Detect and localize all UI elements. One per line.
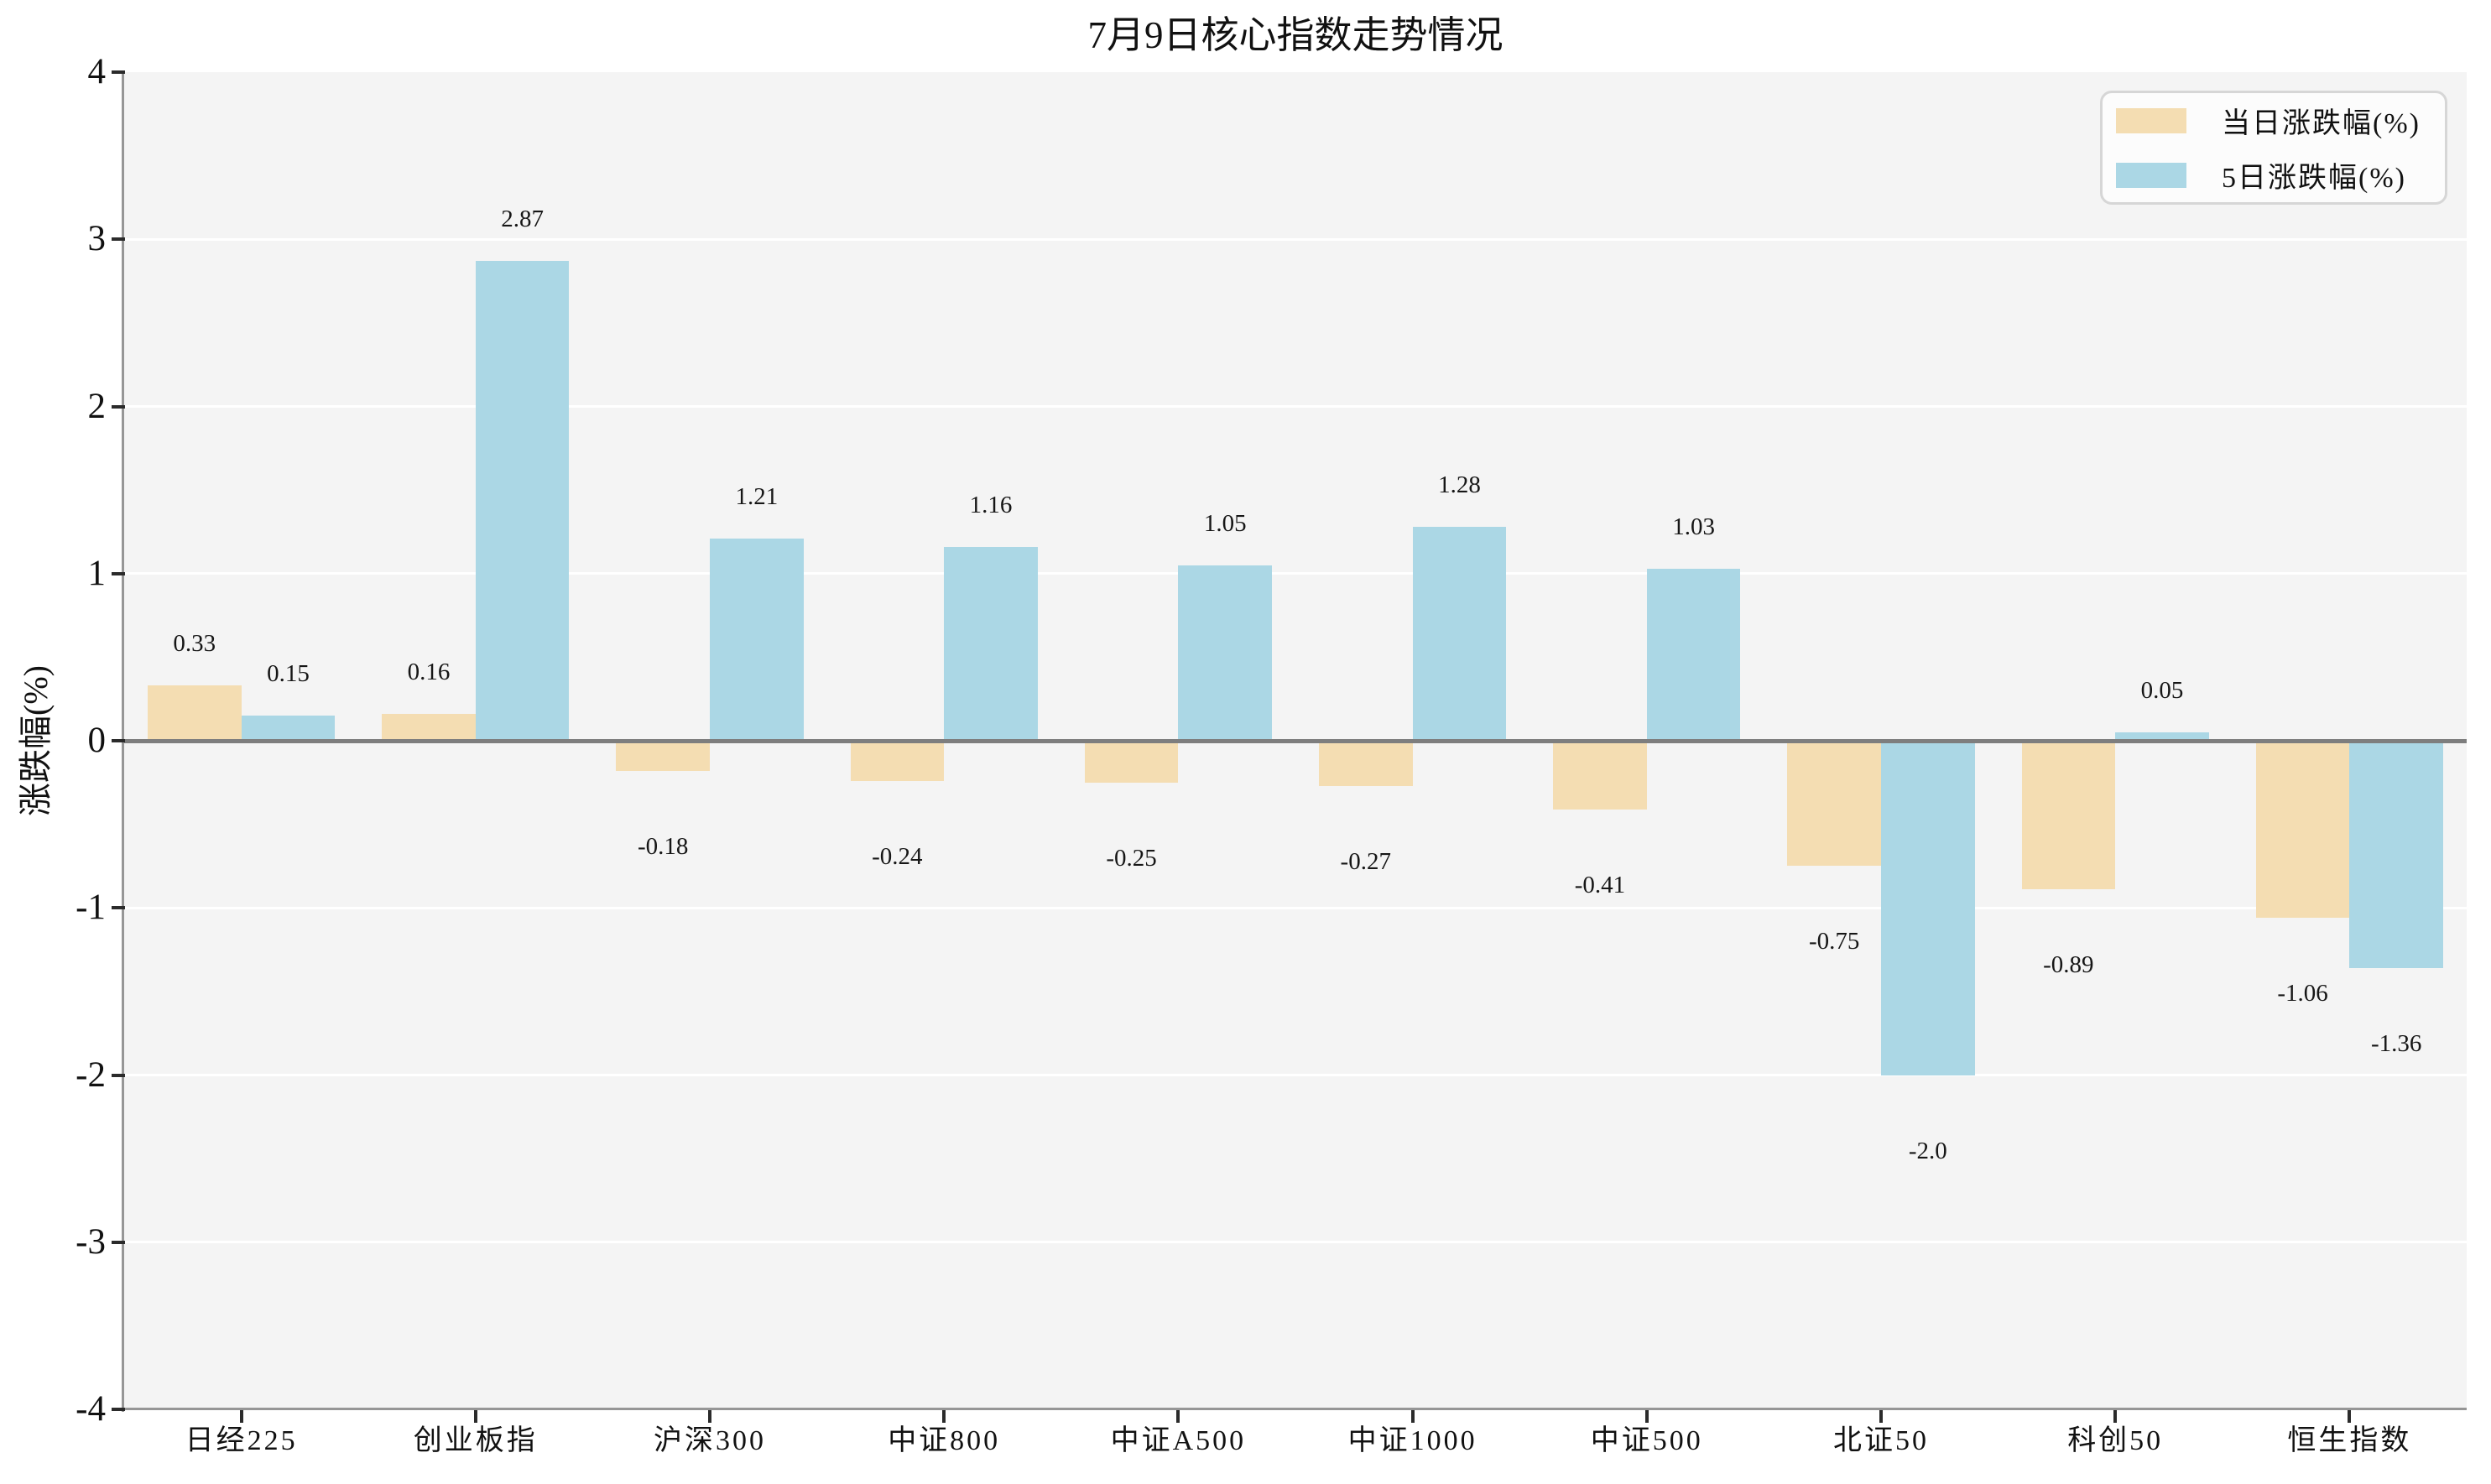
y-tick-label: -1 — [76, 888, 106, 928]
bar-daily — [616, 741, 710, 771]
zero-line — [124, 738, 2467, 743]
y-tick-label: 4 — [87, 52, 107, 91]
bar-value-label: -0.24 — [872, 842, 923, 870]
y-tick-label: -4 — [76, 1389, 106, 1429]
gridline — [124, 906, 2467, 909]
x-tick — [1176, 1410, 1180, 1423]
x-tick — [942, 1410, 946, 1423]
bar-value-label: 0.16 — [407, 659, 451, 686]
bar-value-label: -0.25 — [1106, 844, 1157, 872]
bar-value-label: -0.18 — [637, 832, 689, 860]
x-tick — [2348, 1410, 2352, 1423]
gridline — [124, 1241, 2467, 1244]
x-tick — [473, 1410, 477, 1423]
y-tick — [112, 571, 125, 575]
y-tick-label: -2 — [76, 1054, 106, 1095]
x-tick — [2113, 1410, 2118, 1423]
bar-5day — [1178, 565, 1273, 741]
legend-label: 5日涨跌幅(%) — [2222, 163, 2406, 194]
y-tick — [112, 1240, 125, 1244]
bar-value-label: -0.89 — [2043, 951, 2094, 979]
x-tick-label: 创业板指 — [413, 1425, 538, 1456]
gridline — [124, 1074, 2467, 1076]
legend-swatch — [2116, 107, 2186, 133]
y-tick — [112, 1073, 125, 1077]
bar-value-label: 0.33 — [173, 630, 216, 658]
legend: 当日涨跌幅(%) 5日涨跌幅(%) — [2100, 91, 2447, 205]
legend-item: 当日涨跌幅(%) — [2116, 100, 2433, 141]
bar-5day — [241, 716, 336, 741]
bar-value-label: 1.16 — [969, 491, 1013, 518]
x-tick — [708, 1410, 711, 1423]
x-axis-spine — [122, 1408, 2467, 1410]
bar-value-label: 1.05 — [1203, 509, 1247, 537]
bar-5day — [2115, 732, 2209, 741]
bar-value-label: 1.03 — [1672, 513, 1715, 540]
x-tick — [1410, 1410, 1415, 1423]
bar-value-label: -0.41 — [1574, 871, 1626, 898]
x-tick-label: 北证50 — [1833, 1425, 1929, 1456]
x-tick — [1879, 1410, 1883, 1423]
bar-daily — [1553, 741, 1647, 810]
x-tick-label: 恒生指数 — [2287, 1425, 2412, 1456]
gridline — [124, 237, 2467, 241]
plot-area: 0.33 0.16 -0.18 -0.24 -0.25 -0.27 -0.41 -0.75 -0… — [124, 72, 2467, 1409]
x-tick-label: 中证800 — [888, 1425, 1001, 1456]
gridline — [124, 572, 2467, 575]
bar-5day — [2349, 741, 2444, 968]
bar-daily — [1318, 741, 1413, 786]
bar-daily — [382, 714, 476, 741]
bar-5day — [1646, 568, 1741, 741]
bar-value-label: 2.87 — [501, 206, 544, 233]
bar-value-label: 1.21 — [735, 482, 779, 510]
bar-daily — [147, 685, 242, 741]
x-tick-label: 中证1000 — [1347, 1425, 1477, 1456]
bar-5day — [944, 546, 1038, 741]
legend-swatch — [2116, 162, 2186, 188]
y-tick-label: -3 — [76, 1221, 106, 1262]
bar-value-label: 0.15 — [267, 660, 310, 688]
x-tick-label: 中证A500 — [1110, 1425, 1247, 1456]
x-tick — [239, 1410, 243, 1423]
x-tick-label: 日经225 — [185, 1425, 298, 1456]
x-tick-label: 沪深300 — [654, 1425, 766, 1456]
y-tick — [112, 237, 125, 242]
bar-5day — [710, 538, 804, 741]
bar-value-label: -1.06 — [2277, 980, 2328, 1008]
bar-daily — [2021, 741, 2116, 890]
y-tick — [112, 404, 125, 409]
chart-title: 7月9日核心指数走势情况 — [1087, 14, 1503, 56]
y-tick-label: 0 — [87, 721, 107, 760]
bar-value-label: 1.28 — [1438, 471, 1481, 498]
bar-5day — [475, 261, 570, 741]
y-tick-label: 3 — [87, 219, 107, 259]
gridline — [124, 405, 2467, 408]
y-tick-label: 2 — [87, 386, 107, 426]
bar-value-label: -0.27 — [1340, 847, 1391, 875]
legend-label: 当日涨跌幅(%) — [2222, 108, 2421, 139]
y-tick — [112, 906, 125, 910]
x-tick-label: 中证500 — [1590, 1425, 1703, 1456]
bar-5day — [1412, 526, 1507, 741]
y-tick-label: 1 — [87, 553, 107, 593]
bar-5day — [1881, 741, 1975, 1075]
legend-item: 5日涨跌幅(%) — [2116, 154, 2433, 195]
bar-daily — [850, 741, 945, 781]
y-tick — [112, 739, 125, 742]
x-tick-label: 科创50 — [2067, 1425, 2164, 1456]
bar-value-label: -1.36 — [2371, 1029, 2422, 1057]
y-tick — [112, 70, 125, 74]
bar-daily — [1787, 741, 1881, 867]
bar-daily — [2255, 741, 2350, 919]
bar-daily — [1084, 741, 1179, 783]
bar-value-label: -0.75 — [1808, 928, 1860, 955]
y-tick — [112, 1408, 125, 1411]
x-tick — [1644, 1410, 1649, 1423]
bar-value-label: -2.0 — [1908, 1137, 1947, 1164]
bar-value-label: 0.05 — [2140, 677, 2184, 705]
